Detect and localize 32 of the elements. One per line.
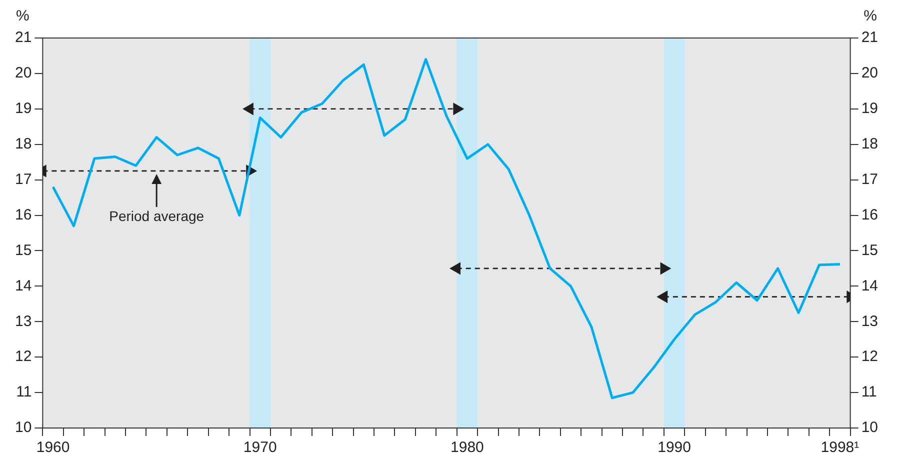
x-tick-label: 1990 [658,439,691,456]
y2-tick-label: 20 [861,64,878,82]
y-tick-label: 19 [14,100,32,118]
y-tick-label: 15 [14,242,32,259]
y2-tick-label: 12 [861,348,878,366]
y-tick-label: 20 [14,64,32,82]
y2-tick-label: 17 [861,170,878,188]
y2-tick-label: 10 [861,419,878,436]
y-tick-label: 18 [14,136,32,153]
y-axis-title: % [16,8,30,25]
y-tick-label: 21 [14,29,32,46]
x-tick-label: 1970 [243,439,277,456]
annotation: Period average [109,208,204,224]
y2-tick-label: 21 [861,29,878,46]
x-tick-label: 1998¹ [820,439,860,456]
x-tick-label: 1960 [36,439,70,456]
y-tick-label: 11 [16,384,32,401]
y-tick-label: 14 [14,277,32,294]
y2-tick-label: 18 [861,136,878,153]
y-tick-label: 12 [14,348,32,366]
y-tick-label: 16 [14,206,32,224]
y-tick-label: 17 [14,170,32,188]
y2-tick-label: 13 [861,312,878,330]
x-tick-label: 1980 [450,439,484,456]
y2-tick-label: 15 [861,242,878,259]
y-tick-label: 10 [14,419,32,436]
y2-tick-label: 19 [861,100,878,118]
y2-tick-label: 14 [861,277,878,294]
y2-tick-label: 11 [861,384,877,401]
y2-axis-title: % [864,8,877,25]
y2-tick-label: 16 [861,206,878,224]
y-tick-label: 13 [14,312,32,330]
